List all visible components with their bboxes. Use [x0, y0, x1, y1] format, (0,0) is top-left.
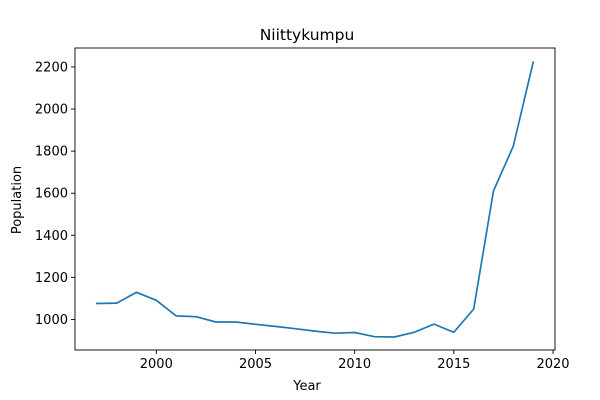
- y-tick-label: 2000: [35, 103, 68, 118]
- y-axis-label: Population: [10, 166, 25, 234]
- x-tick-label: 2020: [536, 357, 569, 372]
- x-tick-label: 2005: [239, 357, 272, 372]
- y-tick-label: 1800: [35, 145, 68, 160]
- y-tick-label: 1000: [35, 313, 68, 328]
- y-tick-label: 2200: [35, 60, 68, 75]
- y-axis-ticks: 1000 1200 1400 1600 1800 2000 2200: [35, 60, 75, 328]
- y-tick-label: 1200: [35, 271, 68, 286]
- y-tick-label: 1600: [35, 187, 68, 202]
- x-axis-ticks: 2000 2005 2010 2015 2020: [140, 350, 570, 372]
- x-tick-label: 2015: [437, 357, 470, 372]
- chart-title: Niittykumpu: [260, 26, 355, 44]
- x-tick-label: 2010: [338, 357, 371, 372]
- x-tick-label: 2000: [140, 357, 173, 372]
- x-axis-label: Year: [292, 379, 321, 394]
- population-series-line: [95, 61, 535, 338]
- plot-area-frame: [74, 47, 556, 351]
- y-tick-label: 1400: [35, 229, 68, 244]
